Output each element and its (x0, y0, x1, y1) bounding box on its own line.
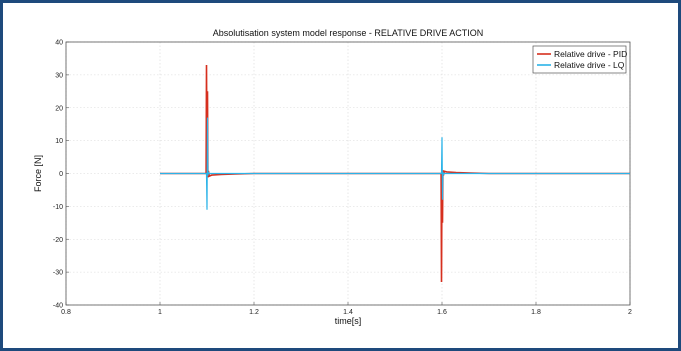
y-tick-label: -20 (53, 237, 63, 244)
y-tick-label: 30 (55, 72, 63, 79)
series-line-lq (160, 117, 630, 210)
x-tick-label: 1.6 (437, 309, 447, 316)
x-tick-label: 0.8 (61, 309, 71, 316)
chart-title: Absolutisation system model response - R… (213, 28, 483, 38)
y-tick-label: -40 (53, 303, 63, 310)
y-axis-label: Force [N] (33, 155, 43, 192)
x-axis-label: time[s] (335, 316, 362, 326)
chart-frame: 0.8 1 1.2 1.4 1.6 1.8 2 -40 -30 -20 -10 0 10 20 30 40 A… (3, 3, 678, 348)
legend-box (532, 45, 627, 74)
x-tick-label: 1.8 (531, 309, 541, 316)
legend-label-pid: Relative drive - PID (554, 49, 627, 59)
series-lines (160, 64, 630, 283)
axis-ticks: 0.8 1 1.2 1.4 1.6 1.8 2 -40 -30 -20 -10 0 10 20 30 40 (53, 40, 632, 317)
y-tick-label: 10 (55, 138, 63, 145)
y-tick-label: -10 (53, 204, 63, 211)
legend-label-lq: Relative drive - LQ (554, 60, 625, 70)
x-tick-label: 2 (628, 309, 632, 316)
y-tick-label: -30 (53, 270, 63, 277)
y-tick-label: 20 (55, 105, 63, 112)
x-tick-label: 1 (158, 309, 162, 316)
x-tick-label: 1.4 (343, 309, 353, 316)
y-tick-label: 40 (55, 40, 63, 47)
x-tick-label: 1.2 (249, 309, 259, 316)
y-tick-label: 0 (59, 171, 63, 178)
chart-svg: 0.8 1 1.2 1.4 1.6 1.8 2 -40 -30 -20 -10 0 10 20 30 40 A… (33, 28, 632, 326)
legend: Relative drive - PID Relative drive - LQ (532, 45, 627, 74)
